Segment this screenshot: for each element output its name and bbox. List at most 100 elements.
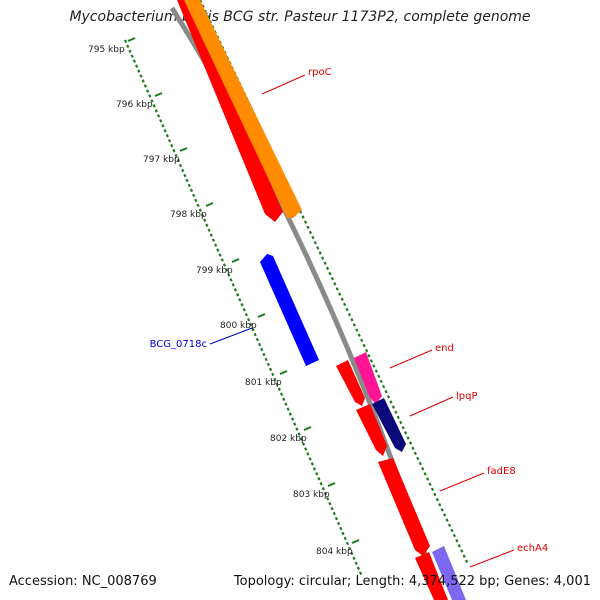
gene-label[interactable]: fadE8 [487,466,516,477]
scale-tick [178,163,183,168]
scale-tick [333,282,337,286]
scale-tick [343,536,347,541]
scale-tick [315,472,319,476]
gene-labels: rpoC BCG_0718c end lpqP fadE8 echA4 [150,67,548,568]
scale-tick [192,193,196,198]
scale-tick [313,240,317,245]
scale-tick [433,492,437,497]
scale-tick [391,405,395,409]
scale-tick [244,312,248,317]
scale-tick [372,364,376,368]
scale-tick [457,544,461,548]
scale-tick [126,44,130,48]
scale-tick [455,538,459,543]
scale-tick [174,153,178,158]
scale-tick [264,357,268,362]
scale-major-tick [257,313,266,318]
scale-tick [290,417,295,421]
scale-tick [347,312,352,317]
gene-label-leader [209,327,253,345]
scale-tick [236,293,240,297]
scale-tick [423,472,427,476]
scale-major-tick [127,37,136,42]
scale-tick [406,436,410,440]
scale-tick [262,352,266,357]
scale-tick [386,395,391,399]
scale-tick [345,307,349,312]
scale-tick [418,461,422,466]
scale-tick [257,342,262,347]
scale-tick [440,508,444,512]
cds-feature [415,552,448,600]
scale-tick [332,511,336,516]
scale-tick [128,49,132,53]
scale-tick [134,64,139,68]
scale-tick [421,467,425,471]
scale-tick [311,235,315,240]
scale-tick [452,533,456,538]
scale-tick [328,501,332,506]
gene-label[interactable]: echA4 [517,543,548,554]
scale-label: 799 kbp [196,266,233,276]
gene-label[interactable]: end [435,343,454,354]
scale-tick [341,531,345,536]
scale-tick [167,138,172,143]
scale-tick [161,124,165,128]
scale-tick [150,99,154,103]
gene-BCG_0718c[interactable] [260,254,319,366]
gene-label[interactable]: BCG_0718c [150,339,207,350]
scale-tick [321,256,325,260]
scale-major-tick [351,539,360,544]
cds-feature [336,360,365,406]
scale-tick [282,397,286,401]
scale-tick [460,549,464,553]
scale-tick [220,258,224,262]
scale-tick [306,452,310,456]
scale-tick [403,431,408,435]
scale-tick [438,503,442,507]
scale-tick [277,387,281,392]
scale-tick [279,392,284,396]
scale-tick [411,446,415,450]
scale-label: 797 kbp [143,155,180,165]
gene-rpoC[interactable] [184,0,302,218]
scale-tick [377,374,381,379]
scale-tick [301,215,305,219]
gene-label[interactable]: rpoC [308,67,332,78]
scale-tick [428,482,432,486]
scale-tick [328,271,332,276]
scale-tick [249,322,253,327]
scale-tick [137,69,141,73]
gene-end[interactable] [354,352,382,404]
scale-tick [316,246,320,250]
scale-label: 796 kbp [116,100,153,110]
scale-tick [255,337,259,342]
gene-label[interactable]: lpqP [456,391,478,402]
scale-major-tick [154,92,163,97]
scale-tick [354,561,358,566]
scale-tick [430,487,435,492]
scale-tick [323,491,328,496]
scale-tick [148,94,152,98]
scale-tick [139,74,143,78]
scale-tick [348,546,352,551]
scale-tick [399,420,403,425]
scale-tick [143,84,147,88]
scale-major-tick [179,147,188,152]
scale-tick [189,188,194,193]
gene-echA4[interactable] [432,546,466,600]
gene-lpqP[interactable] [372,398,406,452]
scale-tick [229,278,233,282]
cds-feature [177,0,283,222]
scale-tick [364,348,369,353]
scale-tick [319,482,323,486]
scale-tick [271,372,275,377]
scale-tick [260,347,264,352]
scale-tick [124,39,128,43]
scale-tick [443,513,447,517]
cds-feature [378,458,430,556]
scale-tick [462,554,466,558]
scale-tick [389,400,393,404]
scale-label: 803 kbp [293,490,330,500]
